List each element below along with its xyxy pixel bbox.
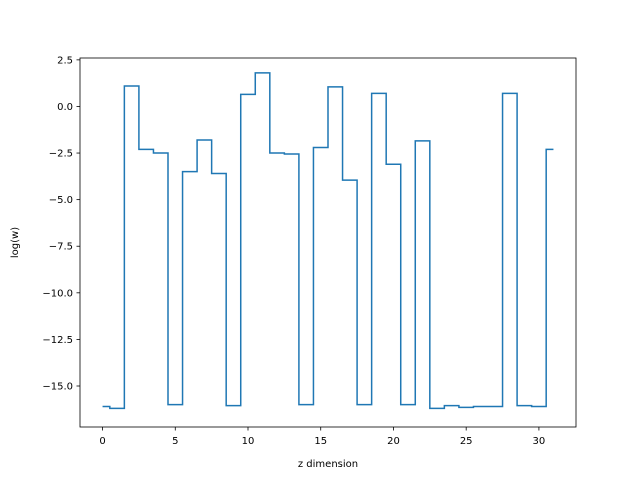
x-tick-label: 10	[242, 436, 255, 447]
series-step-line	[102, 72, 554, 410]
y-tick-label: −7.5	[49, 242, 73, 253]
x-tick-label: 0	[99, 436, 105, 447]
x-tick-label: 15	[314, 436, 327, 447]
x-tick-label: 5	[172, 436, 178, 447]
x-axis-ticks: 0 5 10 15 20 25 30	[99, 427, 545, 447]
plot-frame	[79, 57, 577, 428]
x-axis-label: z dimension	[298, 459, 358, 470]
y-tick-label: −15.0	[42, 382, 73, 393]
y-tick-label: 0.0	[57, 102, 73, 113]
y-tick-label: −5.0	[49, 195, 73, 206]
x-tick-label: 20	[387, 436, 400, 447]
x-tick-label: 30	[533, 436, 546, 447]
y-axis-ticks: 2.5 0.0 −2.5 −5.0 −7.5 −10.0 −12.5 −15.0	[42, 55, 80, 393]
y-tick-label: −2.5	[49, 149, 73, 160]
y-axis-label: log(w)	[10, 227, 21, 258]
y-tick-label: −10.0	[42, 288, 73, 299]
x-tick-label: 25	[460, 436, 473, 447]
y-tick-label: 2.5	[57, 55, 73, 66]
y-tick-label: −12.5	[42, 335, 73, 346]
